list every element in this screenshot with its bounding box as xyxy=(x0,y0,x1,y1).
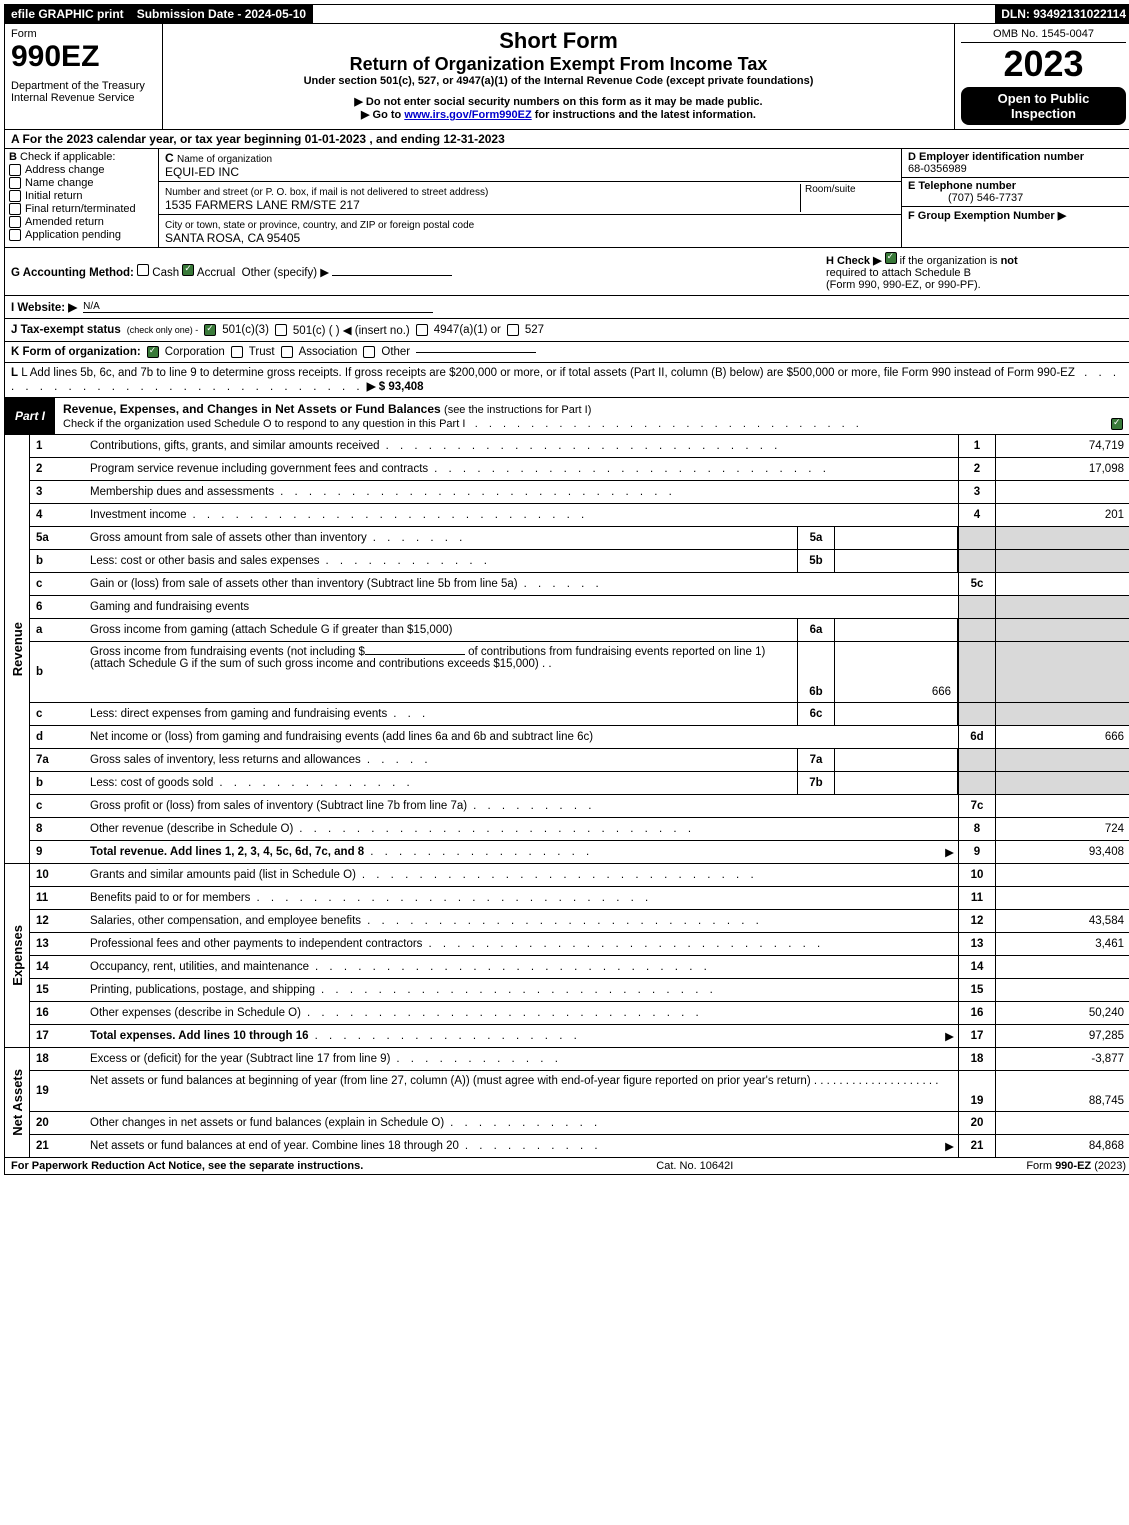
cb-amended-return[interactable] xyxy=(9,216,21,228)
org-address: 1535 FARMERS LANE RM/STE 217 xyxy=(165,198,360,212)
netassets-table: Net Assets 18Excess or (deficit) for the… xyxy=(4,1048,1129,1158)
submission-date: Submission Date - 2024-05-10 xyxy=(131,5,313,23)
section-c: C Name of organization EQUI-ED INC Numbe… xyxy=(159,149,901,247)
val-19: 88,745 xyxy=(995,1071,1129,1111)
section-def: D Employer identification number 68-0356… xyxy=(901,149,1129,247)
section-b: B Check if applicable: Address change Na… xyxy=(5,149,159,247)
form-number: 990EZ xyxy=(11,40,156,74)
val-6b: 666 xyxy=(835,642,958,702)
gross-receipts: ▶ $ 93,408 xyxy=(367,381,424,393)
ein: 68-0356989 xyxy=(908,163,967,175)
revenue-table: Revenue 1Contributions, gifts, grants, a… xyxy=(4,435,1129,864)
val-18: -3,877 xyxy=(995,1048,1129,1070)
cat-no: Cat. No. 10642I xyxy=(656,1160,733,1172)
row-k: K Form of organization: Corporation Trus… xyxy=(4,342,1129,363)
paperwork-notice: For Paperwork Reduction Act Notice, see … xyxy=(11,1160,363,1172)
cb-501c[interactable] xyxy=(275,324,287,336)
title-note: Under section 501(c), 527, or 4947(a)(1)… xyxy=(169,75,948,87)
irs-link[interactable]: www.irs.gov/Form990EZ xyxy=(404,109,531,121)
row-gh: G Accounting Method: Cash Accrual Other … xyxy=(4,248,1129,296)
val-13: 3,461 xyxy=(995,933,1129,955)
val-12: 43,584 xyxy=(995,910,1129,932)
note-goto: ▶ Go to www.irs.gov/Form990EZ for instru… xyxy=(169,108,948,121)
val-16: 50,240 xyxy=(995,1002,1129,1024)
note-ssn: ▶ Do not enter social security numbers o… xyxy=(169,95,948,108)
val-9: 93,408 xyxy=(995,841,1129,863)
form-header: Form 990EZ Department of the Treasury In… xyxy=(4,24,1129,130)
irs-label: Internal Revenue Service xyxy=(11,92,156,104)
footer: For Paperwork Reduction Act Notice, see … xyxy=(4,1158,1129,1175)
expenses-label: Expenses xyxy=(5,864,30,1047)
val-8: 724 xyxy=(995,818,1129,840)
val-21: 84,868 xyxy=(995,1135,1129,1157)
cb-trust[interactable] xyxy=(231,346,243,358)
website: N/A xyxy=(83,301,433,313)
cb-association[interactable] xyxy=(281,346,293,358)
phone: (707) 546-7737 xyxy=(908,192,1023,204)
title-short-form: Short Form xyxy=(169,28,948,54)
row-i: I Website: ▶ N/A xyxy=(4,296,1129,319)
cb-final-return[interactable] xyxy=(9,203,21,215)
cb-name-change[interactable] xyxy=(9,177,21,189)
part-i-header: Part I Revenue, Expenses, and Changes in… xyxy=(4,398,1129,435)
cb-other-org[interactable] xyxy=(363,346,375,358)
cb-initial-return[interactable] xyxy=(9,190,21,202)
cb-4947[interactable] xyxy=(416,324,428,336)
val-1: 74,719 xyxy=(995,435,1129,457)
revenue-label: Revenue xyxy=(5,435,30,863)
part-i-label: Part I xyxy=(5,398,55,434)
cb-schedule-b[interactable] xyxy=(885,252,897,264)
open-to-public: Open to Public Inspection xyxy=(961,87,1126,125)
val-17: 97,285 xyxy=(995,1025,1129,1047)
cb-corporation[interactable] xyxy=(147,346,159,358)
dept-treasury: Department of the Treasury xyxy=(11,80,156,92)
netassets-label: Net Assets xyxy=(5,1048,30,1157)
org-name: EQUI-ED INC xyxy=(165,165,239,179)
cb-501c3[interactable] xyxy=(204,324,216,336)
expenses-table: Expenses 10Grants and similar amounts pa… xyxy=(4,864,1129,1048)
section-a: A For the 2023 calendar year, or tax yea… xyxy=(4,130,1129,149)
omb-number: OMB No. 1545-0047 xyxy=(961,28,1126,43)
top-bar: efile GRAPHIC print Submission Date - 20… xyxy=(4,4,1129,24)
cb-application-pending[interactable] xyxy=(9,229,21,241)
tax-year: 2023 xyxy=(961,43,1126,85)
efile-print: efile GRAPHIC print xyxy=(5,5,131,23)
val-4: 201 xyxy=(995,504,1129,526)
form-footer: Form 990-EZ (2023) xyxy=(1026,1160,1126,1172)
cb-schedule-o[interactable] xyxy=(1111,418,1123,430)
row-j: J Tax-exempt status (check only one) - 5… xyxy=(4,319,1129,342)
info-grid: B Check if applicable: Address change Na… xyxy=(4,149,1129,248)
cb-cash[interactable] xyxy=(137,264,149,276)
cb-address-change[interactable] xyxy=(9,164,21,176)
dln: DLN: 93492131022114 xyxy=(995,5,1129,23)
form-word: Form xyxy=(11,28,156,40)
val-2: 17,098 xyxy=(995,458,1129,480)
title-return: Return of Organization Exempt From Incom… xyxy=(169,54,948,75)
org-city: SANTA ROSA, CA 95405 xyxy=(165,231,300,245)
cb-527[interactable] xyxy=(507,324,519,336)
cb-accrual[interactable] xyxy=(182,264,194,276)
row-l: L L Add lines 5b, 6c, and 7b to line 9 t… xyxy=(4,363,1129,398)
val-6d: 666 xyxy=(995,726,1129,748)
